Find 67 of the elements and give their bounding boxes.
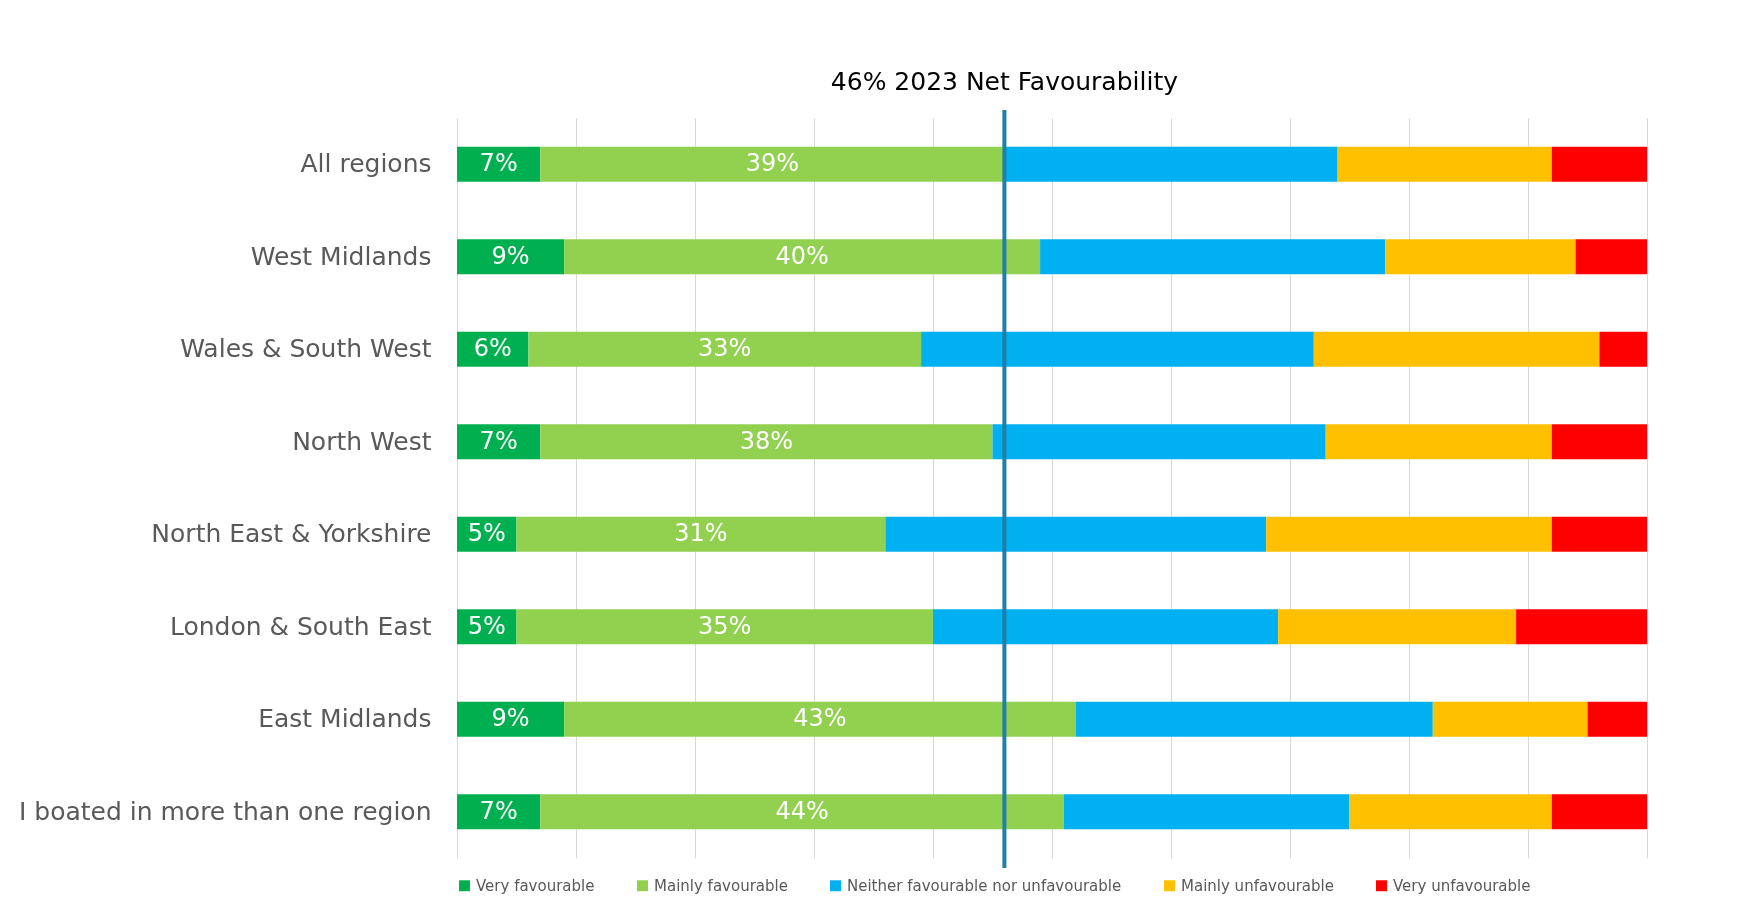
bar bbox=[1575, 239, 1647, 275]
bar bbox=[933, 609, 1279, 645]
bar bbox=[1325, 424, 1552, 460]
data-label: 6% bbox=[473, 334, 512, 363]
y-tick-label: Wales & South West bbox=[180, 334, 432, 364]
data-label: 33% bbox=[698, 334, 752, 363]
bar bbox=[1432, 701, 1588, 737]
bar bbox=[457, 794, 541, 830]
bar bbox=[1516, 609, 1647, 645]
bar bbox=[1385, 239, 1576, 275]
bar bbox=[1551, 794, 1647, 830]
bar bbox=[921, 331, 1314, 367]
data-label: 5% bbox=[467, 611, 506, 640]
bar bbox=[1278, 609, 1517, 645]
y-tick-label: East Midlands bbox=[258, 704, 432, 734]
bar bbox=[516, 516, 886, 552]
y-tick-label: London & South East bbox=[169, 611, 432, 641]
bar bbox=[540, 794, 1064, 830]
y-tick-label: All regions bbox=[300, 149, 432, 179]
data-label: 7% bbox=[479, 796, 518, 825]
bar bbox=[1004, 146, 1338, 182]
data-label: 7% bbox=[479, 149, 518, 178]
bar bbox=[992, 424, 1326, 460]
bar bbox=[457, 701, 565, 737]
bar bbox=[1040, 239, 1386, 275]
data-label: 43% bbox=[793, 704, 847, 733]
legend-label: Neither favourable nor unfavourable bbox=[847, 876, 1122, 895]
data-label: 7% bbox=[479, 426, 518, 455]
data-label: 44% bbox=[775, 796, 829, 825]
bar bbox=[1551, 516, 1647, 552]
bar bbox=[540, 146, 1005, 182]
bar bbox=[516, 609, 933, 645]
bar bbox=[528, 331, 922, 367]
data-label: 31% bbox=[674, 519, 728, 548]
bar bbox=[1075, 701, 1433, 737]
data-label: 35% bbox=[698, 611, 752, 640]
legend-label: Mainly unfavourable bbox=[1181, 876, 1334, 895]
data-label: 9% bbox=[491, 241, 530, 270]
bar bbox=[457, 146, 541, 182]
data-label: 5% bbox=[467, 519, 506, 548]
bar bbox=[1587, 701, 1647, 737]
y-tick-label: West Midlands bbox=[250, 241, 432, 271]
bar bbox=[1063, 794, 1350, 830]
y-tick-label: North East & Yorkshire bbox=[151, 519, 432, 549]
bar bbox=[1313, 331, 1600, 367]
data-label: 39% bbox=[745, 149, 800, 178]
bar bbox=[457, 424, 541, 460]
bar bbox=[540, 424, 993, 460]
bar bbox=[564, 701, 1076, 737]
bar bbox=[1551, 424, 1647, 460]
ref-line-label: 46% 2023 Net Favourability bbox=[830, 67, 1179, 96]
bar bbox=[1599, 331, 1647, 367]
data-label: 9% bbox=[491, 704, 530, 733]
bar bbox=[457, 239, 565, 275]
bar bbox=[885, 516, 1267, 552]
y-tick-label: North West bbox=[292, 426, 432, 456]
bar bbox=[1349, 794, 1552, 830]
bar bbox=[564, 239, 1041, 275]
y-tick-label: I boated in more than one region bbox=[18, 796, 432, 826]
bar bbox=[1337, 146, 1552, 182]
legend-label: Very unfavourable bbox=[1393, 876, 1531, 895]
data-label: 38% bbox=[739, 426, 794, 455]
legend-label: Mainly favourable bbox=[654, 876, 788, 895]
bar bbox=[1551, 146, 1647, 182]
bar bbox=[1266, 516, 1552, 552]
data-label: 40% bbox=[775, 241, 829, 270]
legend-label: Very favourable bbox=[476, 876, 595, 895]
